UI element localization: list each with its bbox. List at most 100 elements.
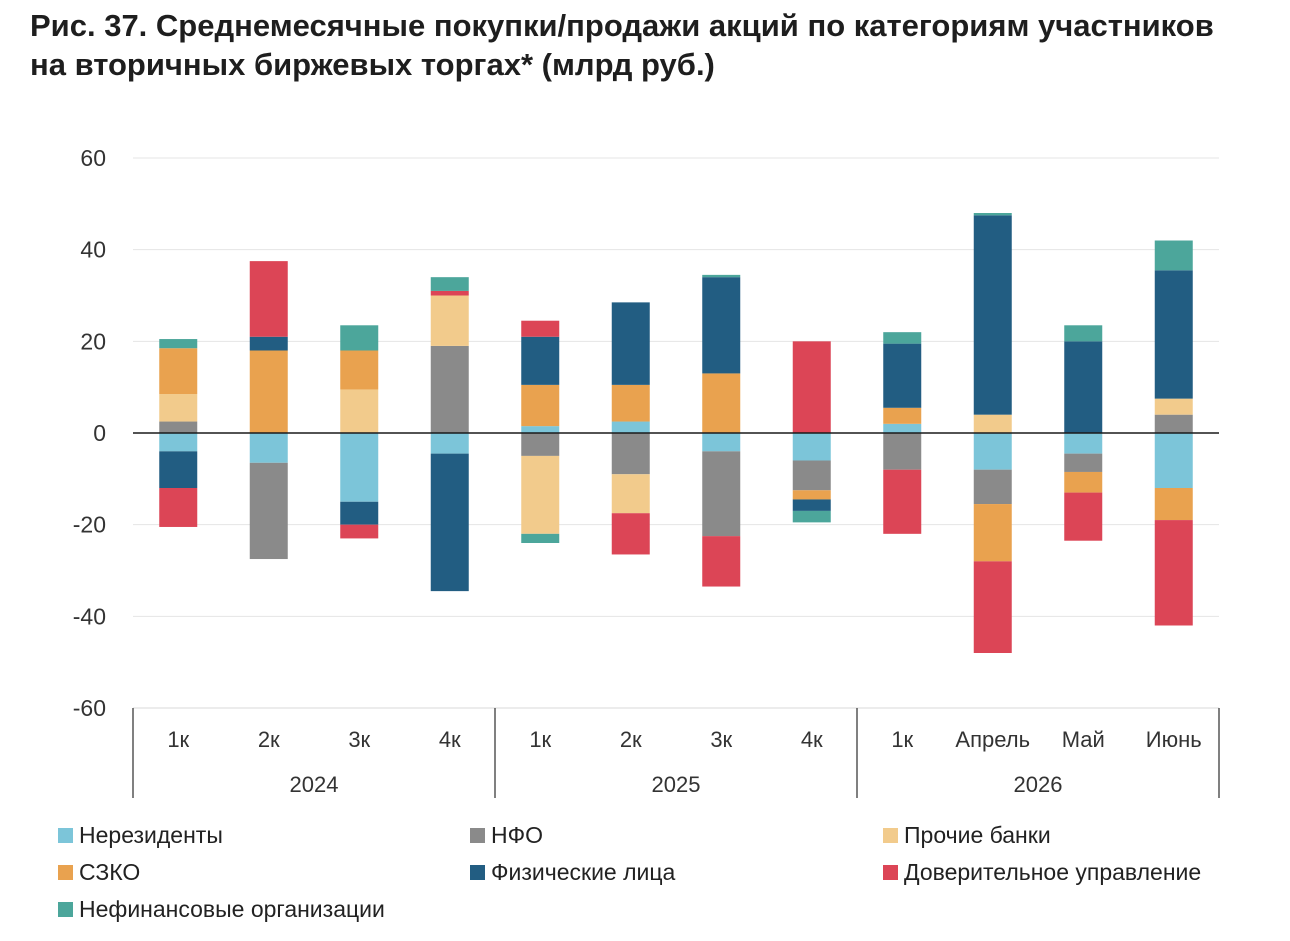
bar-segment: [611, 421, 650, 433]
bar-segment: [883, 423, 922, 433]
x-tick-label: 4к: [801, 727, 823, 752]
chart-title-line-1: Рис. 37. Среднемесячные покупки/продажи …: [30, 8, 1214, 43]
legend-label: НФО: [491, 822, 543, 848]
legend-label: СЗКО: [79, 859, 141, 885]
bar-segment: [883, 407, 922, 424]
bar-segment: [430, 295, 469, 346]
legend-swatch: [883, 828, 898, 843]
legend-swatch: [883, 865, 898, 880]
bar-segment: [702, 536, 741, 587]
legend-item: Прочие банки: [883, 822, 1051, 849]
x-tick-label: Апрель: [955, 727, 1030, 752]
bar-segment: [249, 261, 288, 337]
bar-segment: [340, 325, 379, 351]
legend-label: Прочие банки: [904, 822, 1051, 848]
legend-item: Доверительное управление: [883, 859, 1201, 886]
bar-segment: [159, 421, 198, 433]
bar-segment: [249, 462, 288, 560]
legend-item: Физические лица: [470, 859, 675, 886]
legend-swatch: [470, 828, 485, 843]
bar-segment: [1064, 453, 1103, 472]
bar-segment: [792, 499, 831, 511]
bar-segment: [340, 524, 379, 539]
bar-segment: [702, 277, 741, 374]
bar-segment: [159, 488, 198, 527]
y-tick-label: -20: [73, 512, 106, 538]
bar-segment: [249, 336, 288, 351]
bar-segment: [521, 455, 560, 534]
bar-segment: [973, 213, 1012, 216]
bar-segment: [340, 433, 379, 502]
x-group-label: 2025: [652, 772, 701, 797]
y-tick-label: 0: [93, 420, 106, 446]
bar-segment: [159, 451, 198, 488]
bar-segment: [430, 345, 469, 433]
legend-item: Нерезиденты: [58, 822, 223, 849]
bar-segment: [159, 433, 198, 452]
chart-title-line-2: на вторичных биржевых торгах* (млрд руб.…: [30, 47, 715, 82]
bar-segment: [702, 451, 741, 537]
legend-label: Нерезиденты: [79, 822, 223, 848]
bar-segment: [792, 460, 831, 491]
bar-segment: [611, 474, 650, 514]
x-tick-label: Май: [1062, 727, 1105, 752]
bar-segment: [340, 501, 379, 525]
legend-label: Физические лица: [491, 859, 676, 885]
bar-segment: [430, 277, 469, 291]
bar-segment: [702, 274, 741, 278]
bar-segment: [1154, 414, 1193, 433]
x-tick-label: 3к: [710, 727, 732, 752]
bar-segment: [340, 350, 379, 390]
x-group-label: 2024: [290, 772, 339, 797]
x-tick-label: 1к: [529, 727, 551, 752]
bar-segment: [1154, 488, 1193, 521]
x-tick-label: 3к: [348, 727, 370, 752]
x-tick-label: 2к: [258, 727, 280, 752]
x-tick-label: Июнь: [1146, 727, 1202, 752]
y-tick-label: 40: [80, 237, 106, 263]
y-tick-label: 20: [80, 328, 106, 354]
bar-segment: [792, 490, 831, 500]
x-group-label: 2026: [1014, 772, 1063, 797]
bar-segment: [883, 343, 922, 408]
bar-segment: [611, 513, 650, 555]
bar-segment: [1154, 240, 1193, 271]
bar-segment: [973, 414, 1012, 433]
bar-segment: [611, 302, 650, 385]
bar-segment: [430, 453, 469, 592]
bar-segment: [792, 510, 831, 523]
chart-legend: Нерезиденты НФО Прочие банки СЗКО Физические…: [58, 822, 1278, 937]
bar-segment: [973, 433, 1012, 470]
bar-segment: [249, 433, 288, 463]
legend-label: Доверительное управление: [904, 859, 1202, 885]
bar-segment: [521, 533, 560, 543]
bar-segment: [1154, 433, 1193, 488]
bar-segment: [159, 339, 198, 349]
x-tick-label: 1к: [167, 727, 189, 752]
y-tick-label: 60: [80, 145, 106, 171]
bar-segment: [430, 433, 469, 454]
bar-segment: [1154, 398, 1193, 415]
bar-segment: [883, 469, 922, 534]
bar-segment: [1064, 325, 1103, 342]
bar-segment: [1064, 492, 1103, 541]
bar-segment: [973, 561, 1012, 653]
bar-segment: [973, 215, 1012, 415]
stacked-bar-chart: 60 40 20 0 -20 -40 -60 1к 2к 3к 4к 1к 2к 3к 4к 1к Апрель…: [73, 145, 1220, 798]
bar-segment: [521, 336, 560, 385]
bar-segment: [1064, 433, 1103, 454]
bar-segment: [159, 348, 198, 395]
bar-segment: [792, 341, 831, 433]
bar-segment: [702, 433, 741, 452]
legend-swatch: [58, 865, 73, 880]
bar-segment: [521, 320, 560, 337]
bar-segment: [973, 469, 1012, 505]
bar-segment: [249, 350, 288, 433]
bar-segment: [1064, 341, 1103, 433]
bar-segment: [611, 384, 650, 422]
bar-segment: [159, 394, 198, 422]
legend-item: НФО: [470, 822, 543, 849]
bar-segment: [792, 433, 831, 461]
legend-item: СЗКО: [58, 859, 140, 886]
bar-segment: [521, 384, 560, 427]
